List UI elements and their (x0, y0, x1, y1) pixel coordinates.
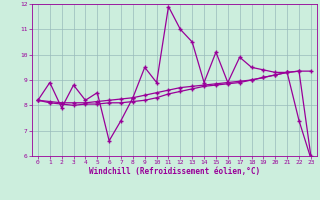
X-axis label: Windchill (Refroidissement éolien,°C): Windchill (Refroidissement éolien,°C) (89, 167, 260, 176)
